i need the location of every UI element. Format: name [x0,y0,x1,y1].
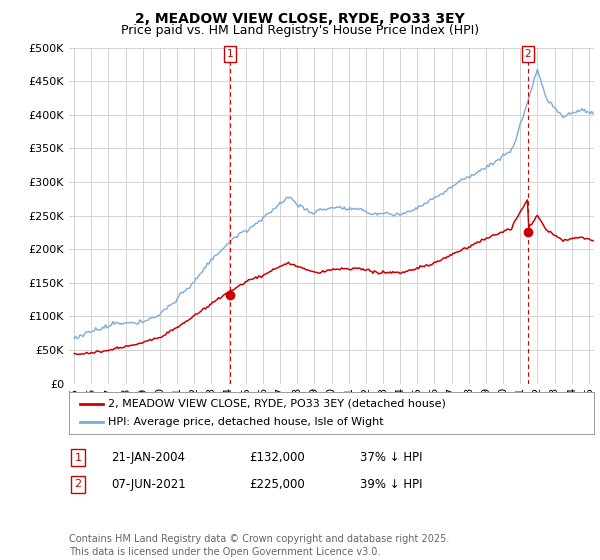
Text: Price paid vs. HM Land Registry's House Price Index (HPI): Price paid vs. HM Land Registry's House … [121,24,479,36]
Text: 21-JAN-2004: 21-JAN-2004 [111,451,185,464]
Text: 07-JUN-2021: 07-JUN-2021 [111,478,186,491]
Text: £132,000: £132,000 [249,451,305,464]
Text: 2: 2 [524,49,531,59]
Text: 2: 2 [74,479,82,489]
Text: Contains HM Land Registry data © Crown copyright and database right 2025.
This d: Contains HM Land Registry data © Crown c… [69,534,449,557]
Text: 37% ↓ HPI: 37% ↓ HPI [360,451,422,464]
Text: 39% ↓ HPI: 39% ↓ HPI [360,478,422,491]
Text: 2, MEADOW VIEW CLOSE, RYDE, PO33 3EY (detached house): 2, MEADOW VIEW CLOSE, RYDE, PO33 3EY (de… [109,399,446,409]
Text: 1: 1 [226,49,233,59]
Text: 1: 1 [74,452,82,463]
Text: HPI: Average price, detached house, Isle of Wight: HPI: Average price, detached house, Isle… [109,417,384,427]
Text: 2, MEADOW VIEW CLOSE, RYDE, PO33 3EY: 2, MEADOW VIEW CLOSE, RYDE, PO33 3EY [135,12,465,26]
Text: £225,000: £225,000 [249,478,305,491]
